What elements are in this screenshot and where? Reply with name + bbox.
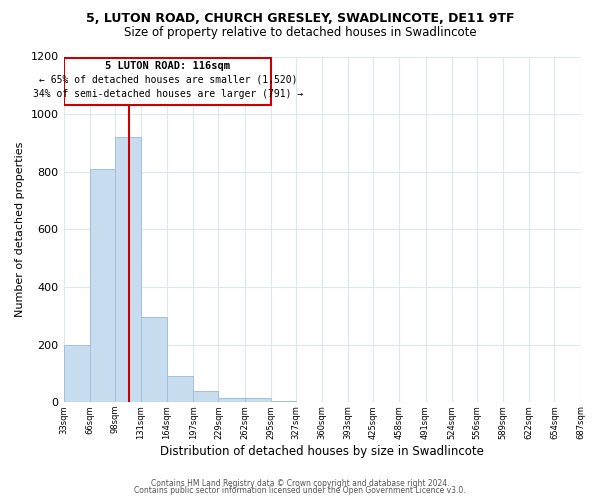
Bar bbox=[141, 317, 167, 402]
Text: 34% of semi-detached houses are larger (791) →: 34% of semi-detached houses are larger (… bbox=[33, 89, 303, 99]
Bar bbox=[218, 398, 245, 402]
X-axis label: Distribution of detached houses by size in Swadlincote: Distribution of detached houses by size … bbox=[160, 444, 484, 458]
Text: Contains HM Land Registry data © Crown copyright and database right 2024.: Contains HM Land Registry data © Crown c… bbox=[151, 478, 449, 488]
Bar bbox=[64, 346, 89, 402]
Bar bbox=[89, 169, 115, 402]
Y-axis label: Number of detached properties: Number of detached properties bbox=[15, 142, 25, 317]
Text: 5 LUTON ROAD: 116sqm: 5 LUTON ROAD: 116sqm bbox=[106, 60, 230, 70]
Bar bbox=[245, 398, 271, 402]
Bar bbox=[167, 376, 193, 402]
Text: ← 65% of detached houses are smaller (1,520): ← 65% of detached houses are smaller (1,… bbox=[38, 74, 297, 85]
Bar bbox=[115, 137, 141, 402]
Bar bbox=[193, 391, 218, 402]
Text: Contains public sector information licensed under the Open Government Licence v3: Contains public sector information licen… bbox=[134, 486, 466, 495]
Text: 5, LUTON ROAD, CHURCH GRESLEY, SWADLINCOTE, DE11 9TF: 5, LUTON ROAD, CHURCH GRESLEY, SWADLINCO… bbox=[86, 12, 514, 26]
Bar bbox=[271, 400, 296, 402]
Text: Size of property relative to detached houses in Swadlincote: Size of property relative to detached ho… bbox=[124, 26, 476, 39]
Bar bbox=[64, 58, 271, 106]
